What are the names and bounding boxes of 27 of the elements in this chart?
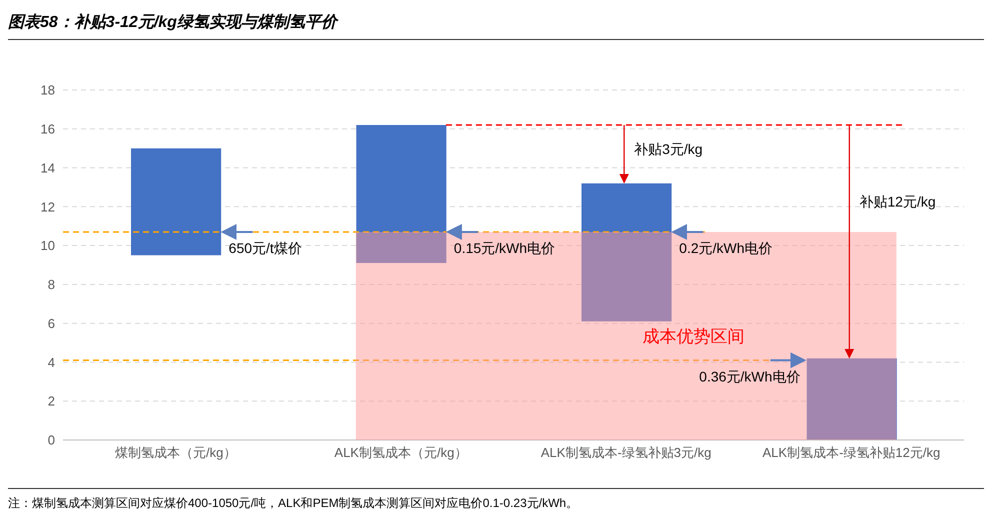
y-tick-label: 0	[48, 432, 55, 448]
bar	[356, 125, 446, 264]
y-tick-label: 4	[48, 354, 55, 370]
x-tick-label: ALK制氢成本-绿氢补贴12元/kg	[762, 445, 940, 460]
x-tick-label: ALK制氢成本-绿氢补贴3元/kg	[540, 445, 712, 460]
annotation: 补贴12元/kg	[859, 194, 936, 210]
y-tick-label: 12	[40, 199, 55, 214]
text: 注：煤制氢成本测算区间对应煤价400-1050元/吨，ALK和PEM制氢成本测算区间对应电价0.1-0.23元/kWh。	[8, 488, 984, 512]
annotation: 补贴3元/kg	[634, 141, 703, 158]
annotation: 0.2元/kWh电价	[679, 240, 773, 256]
bar	[131, 148, 222, 256]
bar	[806, 358, 897, 440]
bar	[582, 183, 672, 322]
y-tick-label: 2	[48, 394, 55, 409]
chart-title: 图表58：补贴3-12元/kg绿氢实现与煤制氢平价	[8, 8, 984, 40]
band-label: 成本优势区间	[642, 326, 745, 346]
x-tick-label: 煤制氢成本（元/kg）	[114, 445, 236, 460]
y-tick-label: 8	[48, 277, 55, 292]
y-tick-label: 6	[48, 316, 55, 331]
y-tick-label: 16	[40, 122, 55, 137]
y-tick-label: 18	[40, 82, 55, 98]
annotation: 0.36元/kWh电价	[699, 368, 800, 384]
annotation: 650元/t煤价	[228, 240, 302, 256]
x-tick-label: ALK制氢成本（元/kg）	[334, 445, 468, 460]
y-tick-label: 10	[40, 238, 55, 254]
annotation: 0.15元/kWh电价	[454, 240, 556, 256]
y-tick-label: 14	[40, 160, 55, 176]
